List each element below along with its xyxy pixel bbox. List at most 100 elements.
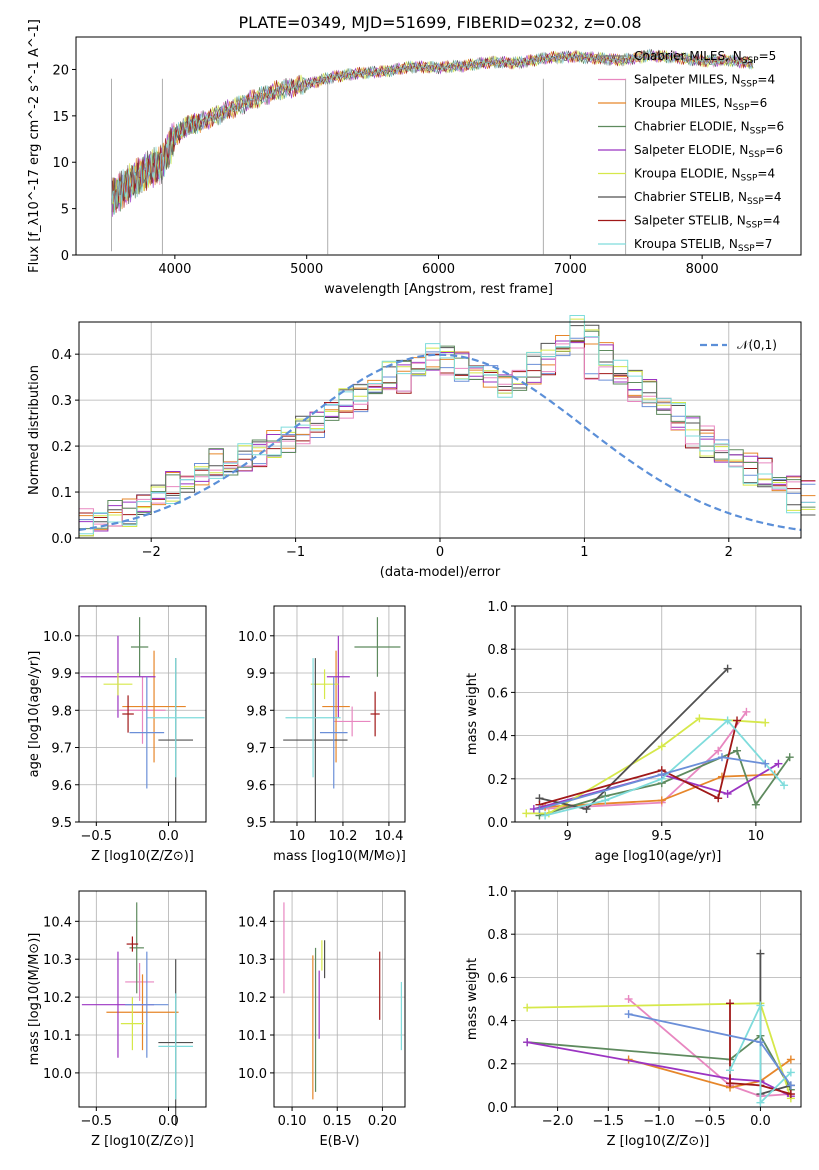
- weight-series-line: [729, 1003, 792, 1095]
- x-tick-label: 0.20: [368, 1114, 397, 1129]
- legend-entry-label: Kroupa STELIB, NSSP=7: [634, 237, 772, 254]
- x-axis-label: age [log10(age/yr)]: [595, 849, 722, 864]
- legend-value: =4: [764, 190, 782, 204]
- y-tick-label: 9.6: [246, 779, 267, 794]
- legend-entry-label: Chabrier MILES, NSSP=5: [634, 49, 776, 66]
- y-tick-label: 10.2: [238, 991, 267, 1006]
- legend-subscript: SSP: [747, 197, 764, 207]
- histogram-step: [79, 334, 816, 531]
- y-tick-label: 0.4: [487, 1015, 508, 1030]
- y-tick-label: 10.2: [43, 991, 72, 1006]
- weight-series-line: [544, 719, 785, 817]
- weight-series-line: [729, 1005, 792, 1105]
- x-tick-label: 0.0: [158, 1114, 179, 1129]
- legend-subscript: SSP: [750, 127, 767, 137]
- x-tick-label: 1: [580, 545, 588, 560]
- y-tick-label: 10.1: [43, 1029, 72, 1044]
- y-tick-label: 9.5: [51, 816, 72, 831]
- y-tick-label: 10.0: [238, 1067, 267, 1082]
- y-tick-label: 9.8: [246, 704, 267, 719]
- y-tick-label: 1.0: [487, 885, 508, 900]
- y-tick-label: 0.2: [51, 440, 72, 455]
- x-tick-label: 9: [564, 829, 572, 844]
- weight-series-line: [545, 773, 775, 808]
- y-tick-label: 15: [52, 110, 69, 125]
- y-tick-label: 10.1: [238, 1029, 267, 1044]
- x-tick-label: 0.10: [278, 1114, 307, 1129]
- x-tick-label: −2: [142, 545, 161, 560]
- x-tick-label: −0.5: [81, 1114, 113, 1129]
- x-axis-label: wavelength [Angstrom, rest frame]: [324, 282, 553, 297]
- weight-series-line: [539, 756, 766, 810]
- x-tick-label: 7000: [554, 262, 587, 277]
- legend-entry-label: Salpeter MILES, NSSP=4: [634, 73, 775, 90]
- x-tick-label: 0: [436, 545, 444, 560]
- legend-value: =4: [757, 73, 775, 87]
- x-axis-label: mass [log10(M/M⊙)]: [273, 849, 406, 864]
- legend-value: =5: [759, 49, 777, 63]
- legend-subscript: SSP: [738, 244, 755, 254]
- axes-frame: [273, 605, 406, 823]
- y-axis-label: mass [log10(M/M⊙)]: [27, 933, 42, 1066]
- legend-entry-label: Chabrier ELODIE, NSSP=6: [634, 120, 784, 137]
- legend-subscript: SSP: [733, 103, 750, 113]
- y-tick-label: 9.6: [51, 779, 72, 794]
- x-tick-label: 4000: [158, 262, 191, 277]
- x-tick-label: 0.0: [750, 1114, 771, 1129]
- legend-value: =6: [765, 143, 783, 157]
- x-tick-label: −1.5: [593, 1114, 625, 1129]
- weight-series-line: [539, 720, 738, 806]
- y-tick-label: 0.3: [51, 394, 72, 409]
- axes-frame: [78, 890, 207, 1108]
- histogram-step: [79, 314, 816, 535]
- x-tick-label: 10.2: [328, 829, 357, 844]
- y-tick-label: 0.4: [51, 348, 72, 363]
- legend-subscript: SSP: [746, 221, 763, 231]
- x-tick-label: −1: [286, 545, 305, 560]
- weight-vs-age-panel: 9 9.5 10 0.0 0.2 0.4 0.6 0.8 1.0 age [log10(age/y…: [465, 600, 802, 864]
- figure-title: PLATE=0349, MJD=51699, FIBERID=0232, z=0…: [238, 13, 641, 32]
- x-tick-label: 9.5: [651, 829, 672, 844]
- y-tick-label: 9.8: [51, 704, 72, 719]
- x-tick-label: 10: [748, 829, 765, 844]
- legend-value: =7: [755, 237, 773, 251]
- histogram-step: [79, 341, 816, 527]
- x-tick-label: 2: [725, 545, 733, 560]
- x-axis-label: (data-model)/error: [380, 565, 501, 580]
- axes-frame: [514, 605, 802, 823]
- y-tick-label: 0.1: [51, 486, 72, 501]
- y-tick-label: 0.6: [487, 971, 508, 986]
- age-vs-metallicity-panel: −0.5 0.0 9.5 9.6 9.7 9.8 9.9 10.0 Z [log10(Z/Z⊙)…: [27, 605, 207, 864]
- y-tick-label: 9.7: [51, 742, 72, 757]
- x-tick-label: −0.5: [81, 829, 113, 844]
- y-axis-label: Normed distribution: [27, 365, 42, 495]
- legend-value: =6: [766, 120, 784, 134]
- spectrum-panel: 4000 5000 6000 7000 8000 0 5 10 15 20 wavelength […: [27, 19, 802, 297]
- legend-entry-label: Kroupa ELODIE, NSSP=4: [634, 167, 775, 184]
- legend-subscript: SSP: [742, 56, 759, 66]
- legend-entry-label: Salpeter STELIB, NSSP=4: [634, 214, 780, 231]
- axes-frame: [273, 890, 406, 1108]
- x-axis-label: Z [log10(Z/Z⊙)]: [91, 1134, 194, 1149]
- x-tick-label: 8000: [686, 262, 719, 277]
- y-tick-label: 10.4: [238, 915, 267, 930]
- legend-entry-label: Salpeter ELODIE, NSSP=6: [634, 143, 783, 160]
- y-tick-label: 20: [52, 63, 69, 78]
- y-tick-label: 1.0: [487, 600, 508, 615]
- histogram-step: [79, 318, 816, 537]
- y-tick-label: 0: [61, 249, 69, 264]
- weight-series-line: [539, 711, 748, 810]
- x-tick-label: 10: [289, 829, 306, 844]
- spectrum-series-line: [111, 49, 754, 213]
- x-tick-label: −0.5: [694, 1114, 726, 1129]
- spectrum-series-line: [111, 49, 754, 209]
- weight-series-line: [628, 998, 791, 1098]
- weight-vs-metallicity-panel: −2.0 −1.5 −1.0 −0.5 0.0 0.0 0.2 0.4 0.6 0.8 1.0 Z […: [465, 885, 802, 1149]
- weight-series-line: [759, 953, 792, 1096]
- y-tick-label: 0.0: [51, 532, 72, 547]
- y-tick-label: 0.0: [487, 1101, 508, 1116]
- y-tick-label: 0.8: [487, 928, 508, 943]
- y-axis-label: Flux [f_λ10^-17 erg cm^-2 s^-1 A^-1]: [27, 19, 42, 273]
- y-tick-label: 9.9: [51, 667, 72, 682]
